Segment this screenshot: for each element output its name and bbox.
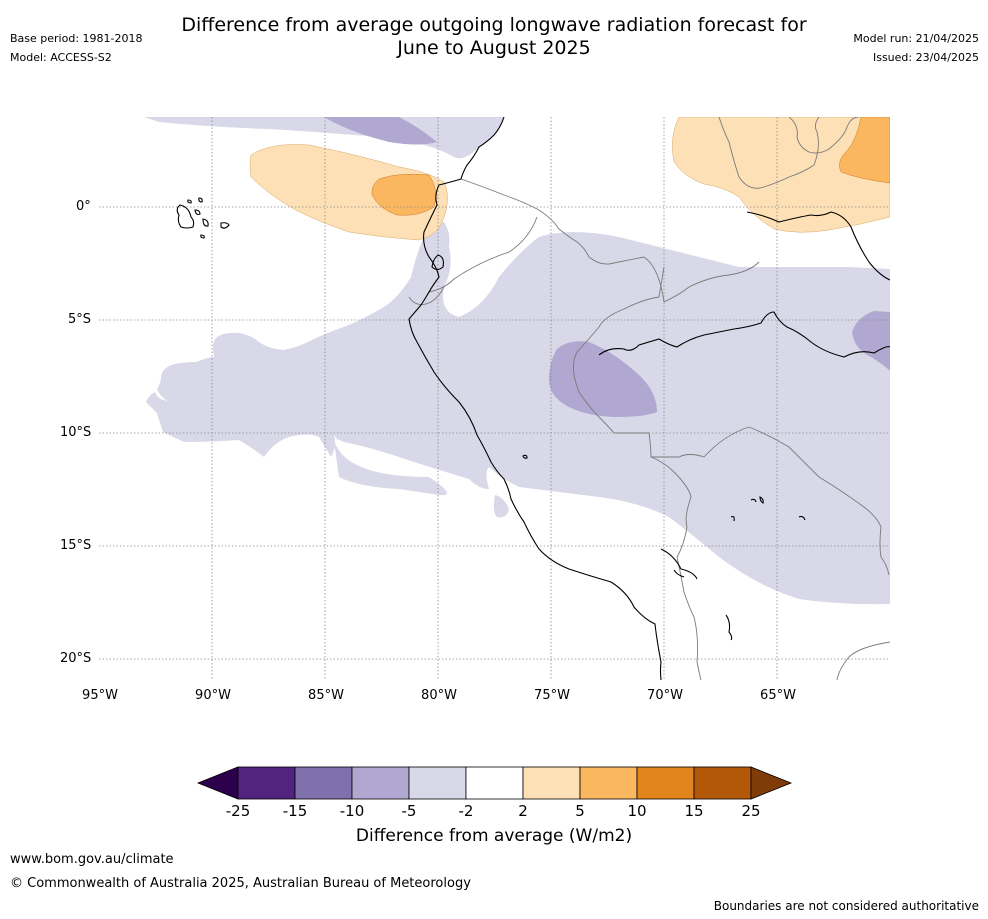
lon-label-95w: 95°W <box>82 688 118 703</box>
colorbar-swatch <box>351 766 410 800</box>
region-light-positive-amazon <box>672 117 890 233</box>
colorbar-swatch <box>636 766 695 800</box>
colorbar-swatch <box>579 766 638 800</box>
colorbar <box>196 766 793 800</box>
lon-label-70w: 70°W <box>647 688 683 703</box>
region-light-negative-small <box>493 495 509 518</box>
colorbar-swatch <box>294 766 353 800</box>
colorbar-swatch <box>237 766 296 800</box>
coastline <box>176 117 890 680</box>
colorbar-over-arrow <box>750 766 793 800</box>
colorbar-swatch <box>522 766 581 800</box>
lat-label-5s: 5°S <box>68 312 92 327</box>
colorbar-label: Difference from average (W/m2) <box>355 826 633 846</box>
region-medium-negative-north <box>324 117 437 145</box>
title-line-1: Difference from average outgoing longwav… <box>181 14 807 36</box>
colorbar-swatch <box>408 766 467 800</box>
forecast-map <box>99 117 890 680</box>
colorbar-swatch <box>693 766 752 800</box>
colorbar-tick-label: -5 <box>401 802 417 820</box>
colorbar-tick-label: -25 <box>225 802 251 820</box>
colorbar-tick-label: 5 <box>575 802 585 820</box>
colorbar-under-arrow <box>196 766 239 800</box>
title-line-2: June to August 2025 <box>397 37 591 59</box>
lon-label-90w: 90°W <box>195 688 231 703</box>
copyright-notice: © Commonwealth of Australia 2025, Austra… <box>10 876 471 891</box>
colorbar-tick-label: -15 <box>282 802 308 820</box>
country-boundaries <box>408 117 890 680</box>
lat-label-0: 0° <box>76 199 91 214</box>
lat-label-15s: 15°S <box>60 538 92 553</box>
colorbar-tick-label: 25 <box>741 802 761 820</box>
region-positive-amazon <box>839 117 890 184</box>
colorbar-tick-label: -2 <box>458 802 474 820</box>
colorbar-tick-label: 15 <box>684 802 704 820</box>
region-light-positive-pacific <box>249 144 448 241</box>
graticule <box>99 117 890 680</box>
region-medium-negative-peru <box>549 341 657 417</box>
colorbar-tick-label: 10 <box>627 802 647 820</box>
lon-label-80w: 80°W <box>421 688 457 703</box>
lat-label-20s: 20°S <box>60 651 92 666</box>
website-link[interactable]: www.bom.gov.au/climate <box>10 852 174 867</box>
colorbar-tick-label: 2 <box>518 802 528 820</box>
boundaries-disclaimer: Boundaries are not considered authoritat… <box>713 899 979 913</box>
colorbar-swatch <box>465 766 524 800</box>
region-positive-pacific <box>371 173 436 216</box>
colorbar-tick-label: -10 <box>339 802 365 820</box>
issued-date: Issued: 23/04/2025 <box>872 51 979 64</box>
region-light-negative-coast <box>333 435 447 496</box>
lat-label-10s: 10°S <box>60 425 92 440</box>
model-run: Model run: 21/04/2025 <box>853 32 979 45</box>
lon-label-85w: 85°W <box>308 688 344 703</box>
model-name: Model: ACCESS-S2 <box>10 51 112 64</box>
region-light-negative-main <box>146 222 890 605</box>
colorbar-swatches <box>237 766 752 800</box>
base-period: Base period: 1981-2018 <box>10 32 143 45</box>
map-title: Difference from average outgoing longwav… <box>0 14 988 60</box>
lon-label-65w: 65°W <box>760 688 796 703</box>
lon-label-75w: 75°W <box>534 688 570 703</box>
region-medium-negative-east <box>852 311 890 371</box>
anomaly-regions <box>144 117 890 605</box>
